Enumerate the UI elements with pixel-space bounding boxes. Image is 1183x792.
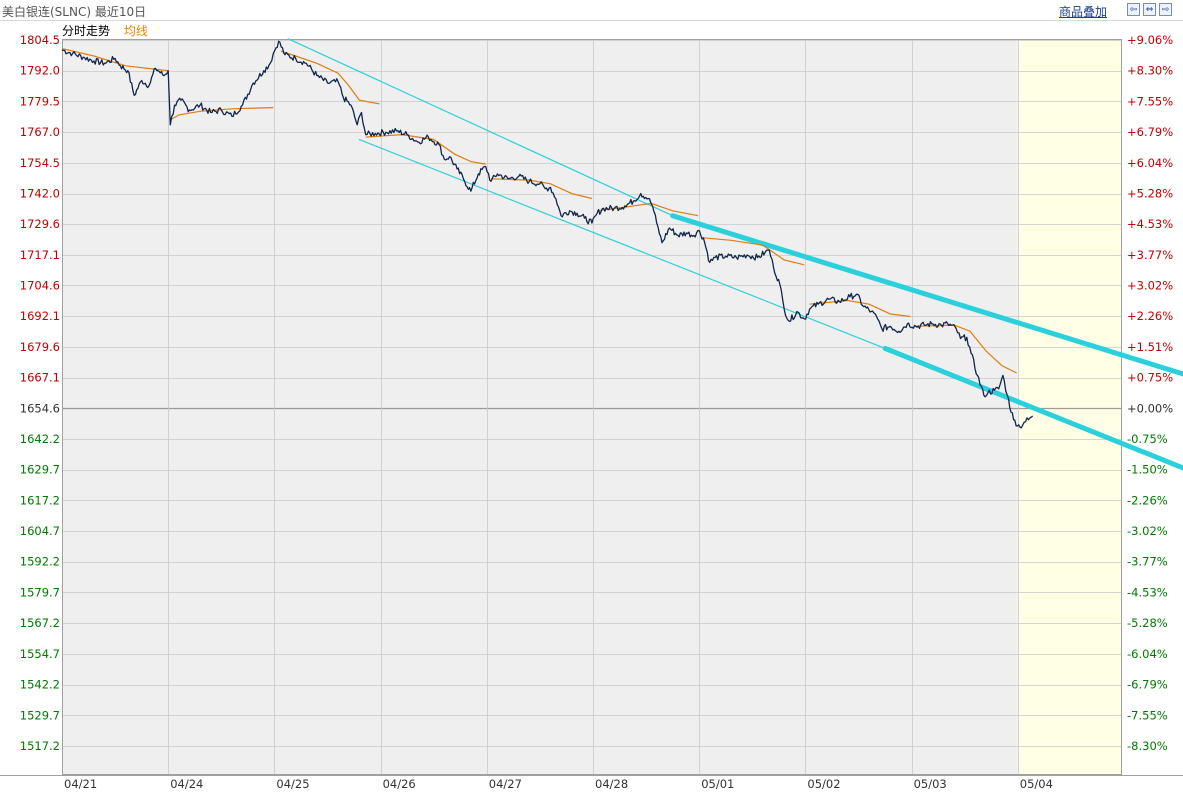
- x-tick-date: 04/24: [170, 777, 203, 791]
- x-tick-date: 05/01: [701, 777, 734, 791]
- y-tick-price: 1654.6: [20, 401, 60, 415]
- y-tick-percent: +8.30%: [1127, 64, 1173, 78]
- y-tick-price: 1529.7: [20, 708, 60, 722]
- fullscreen-button[interactable]: ⇔: [1143, 3, 1156, 16]
- y-tick-price: 1579.7: [20, 585, 60, 599]
- y-tick-price: 1667.1: [20, 371, 60, 385]
- y-tick-price: 1604.7: [20, 524, 60, 538]
- plot-frame: [62, 39, 1122, 775]
- y-tick-price: 1592.2: [20, 555, 60, 569]
- avg-line: [703, 237, 805, 266]
- x-tick-date: 05/04: [1020, 777, 1053, 791]
- y-tick-percent: -3.77%: [1127, 555, 1168, 569]
- y-tick-price: 1629.7: [20, 463, 60, 477]
- y-tick-price: 1679.6: [20, 340, 60, 354]
- y-tick-price: 1717.1: [20, 248, 60, 262]
- x-tick-date: 04/25: [276, 777, 309, 791]
- y-tick-percent: +9.06%: [1127, 33, 1173, 47]
- y-tick-price: 1517.2: [20, 739, 60, 753]
- y-tick-price: 1754.5: [20, 156, 60, 170]
- y-tick-percent: -1.50%: [1127, 463, 1168, 477]
- price-line: [61, 40, 1034, 429]
- channel-line: [358, 138, 886, 349]
- y-tick-percent: -3.02%: [1127, 524, 1168, 538]
- chart-title: 美白银连(SLNC) 最近10日: [2, 5, 147, 19]
- y-tick-price: 1779.5: [20, 94, 60, 108]
- legend-time-label: 分时走势: [62, 24, 111, 38]
- y-tick-percent: -2.26%: [1127, 493, 1168, 507]
- y-tick-percent: +5.28%: [1127, 187, 1173, 201]
- channel-line: [882, 345, 1183, 471]
- y-tick-price: 1642.2: [20, 432, 60, 446]
- avg-line: [169, 107, 274, 121]
- plot-area: [62, 39, 1018, 775]
- x-tick-date: 04/26: [383, 777, 416, 791]
- y-tick-percent: +7.55%: [1127, 94, 1173, 108]
- y-tick-percent: +0.00%: [1127, 401, 1173, 415]
- chart-legend: 分时走势 均线: [62, 22, 148, 38]
- x-tick-date: 04/21: [64, 777, 97, 791]
- x-tick-date: 04/28: [595, 777, 628, 791]
- y-tick-price: 1617.2: [20, 493, 60, 507]
- prev-button[interactable]: ⇦: [1127, 3, 1140, 16]
- channel-line: [670, 213, 1183, 377]
- y-tick-percent: -0.75%: [1127, 432, 1168, 446]
- channel-line: [287, 38, 674, 217]
- y-tick-percent: +0.75%: [1127, 371, 1173, 385]
- y-tick-percent: -7.55%: [1127, 708, 1168, 722]
- avg-line: [61, 48, 169, 72]
- y-tick-percent: +2.26%: [1127, 309, 1173, 323]
- legend-avg-label: 均线: [123, 24, 148, 38]
- avg-line: [915, 324, 1017, 374]
- y-tick-price: 1554.7: [20, 647, 60, 661]
- y-tick-percent: -6.04%: [1127, 647, 1168, 661]
- y-tick-price: 1767.0: [20, 125, 60, 139]
- next-button[interactable]: ⇨: [1159, 3, 1172, 16]
- x-tick-date: 05/03: [914, 777, 947, 791]
- y-tick-price: 1567.2: [20, 616, 60, 630]
- overlay-commodity-link[interactable]: 商品叠加: [1059, 5, 1108, 19]
- y-tick-price: 1792.0: [20, 64, 60, 78]
- y-tick-percent: +3.02%: [1127, 278, 1173, 292]
- y-tick-price: 1704.6: [20, 278, 60, 292]
- y-tick-percent: -6.79%: [1127, 678, 1168, 692]
- y-tick-percent: -8.30%: [1127, 739, 1168, 753]
- x-tick-date: 04/27: [489, 777, 522, 791]
- y-tick-price: 1542.2: [20, 678, 60, 692]
- y-tick-price: 1692.1: [20, 309, 60, 323]
- avg-line: [280, 50, 380, 105]
- y-tick-percent: -4.53%: [1127, 585, 1168, 599]
- y-tick-percent: +3.77%: [1127, 248, 1173, 262]
- y-tick-price: 1804.5: [20, 33, 60, 47]
- y-tick-price: 1742.0: [20, 187, 60, 201]
- avg-line: [365, 133, 486, 165]
- title-bar: 美白银连(SLNC) 最近10日 商品叠加 ⇦ ⇔ ⇨: [0, 0, 1183, 21]
- y-tick-price: 1729.6: [20, 217, 60, 231]
- y-tick-percent: +4.53%: [1127, 217, 1173, 231]
- y-tick-percent: +1.51%: [1127, 340, 1173, 354]
- y-tick-percent: -5.28%: [1127, 616, 1168, 630]
- y-tick-percent: +6.79%: [1127, 125, 1173, 139]
- x-tick-date: 05/02: [807, 777, 840, 791]
- y-tick-percent: +6.04%: [1127, 156, 1173, 170]
